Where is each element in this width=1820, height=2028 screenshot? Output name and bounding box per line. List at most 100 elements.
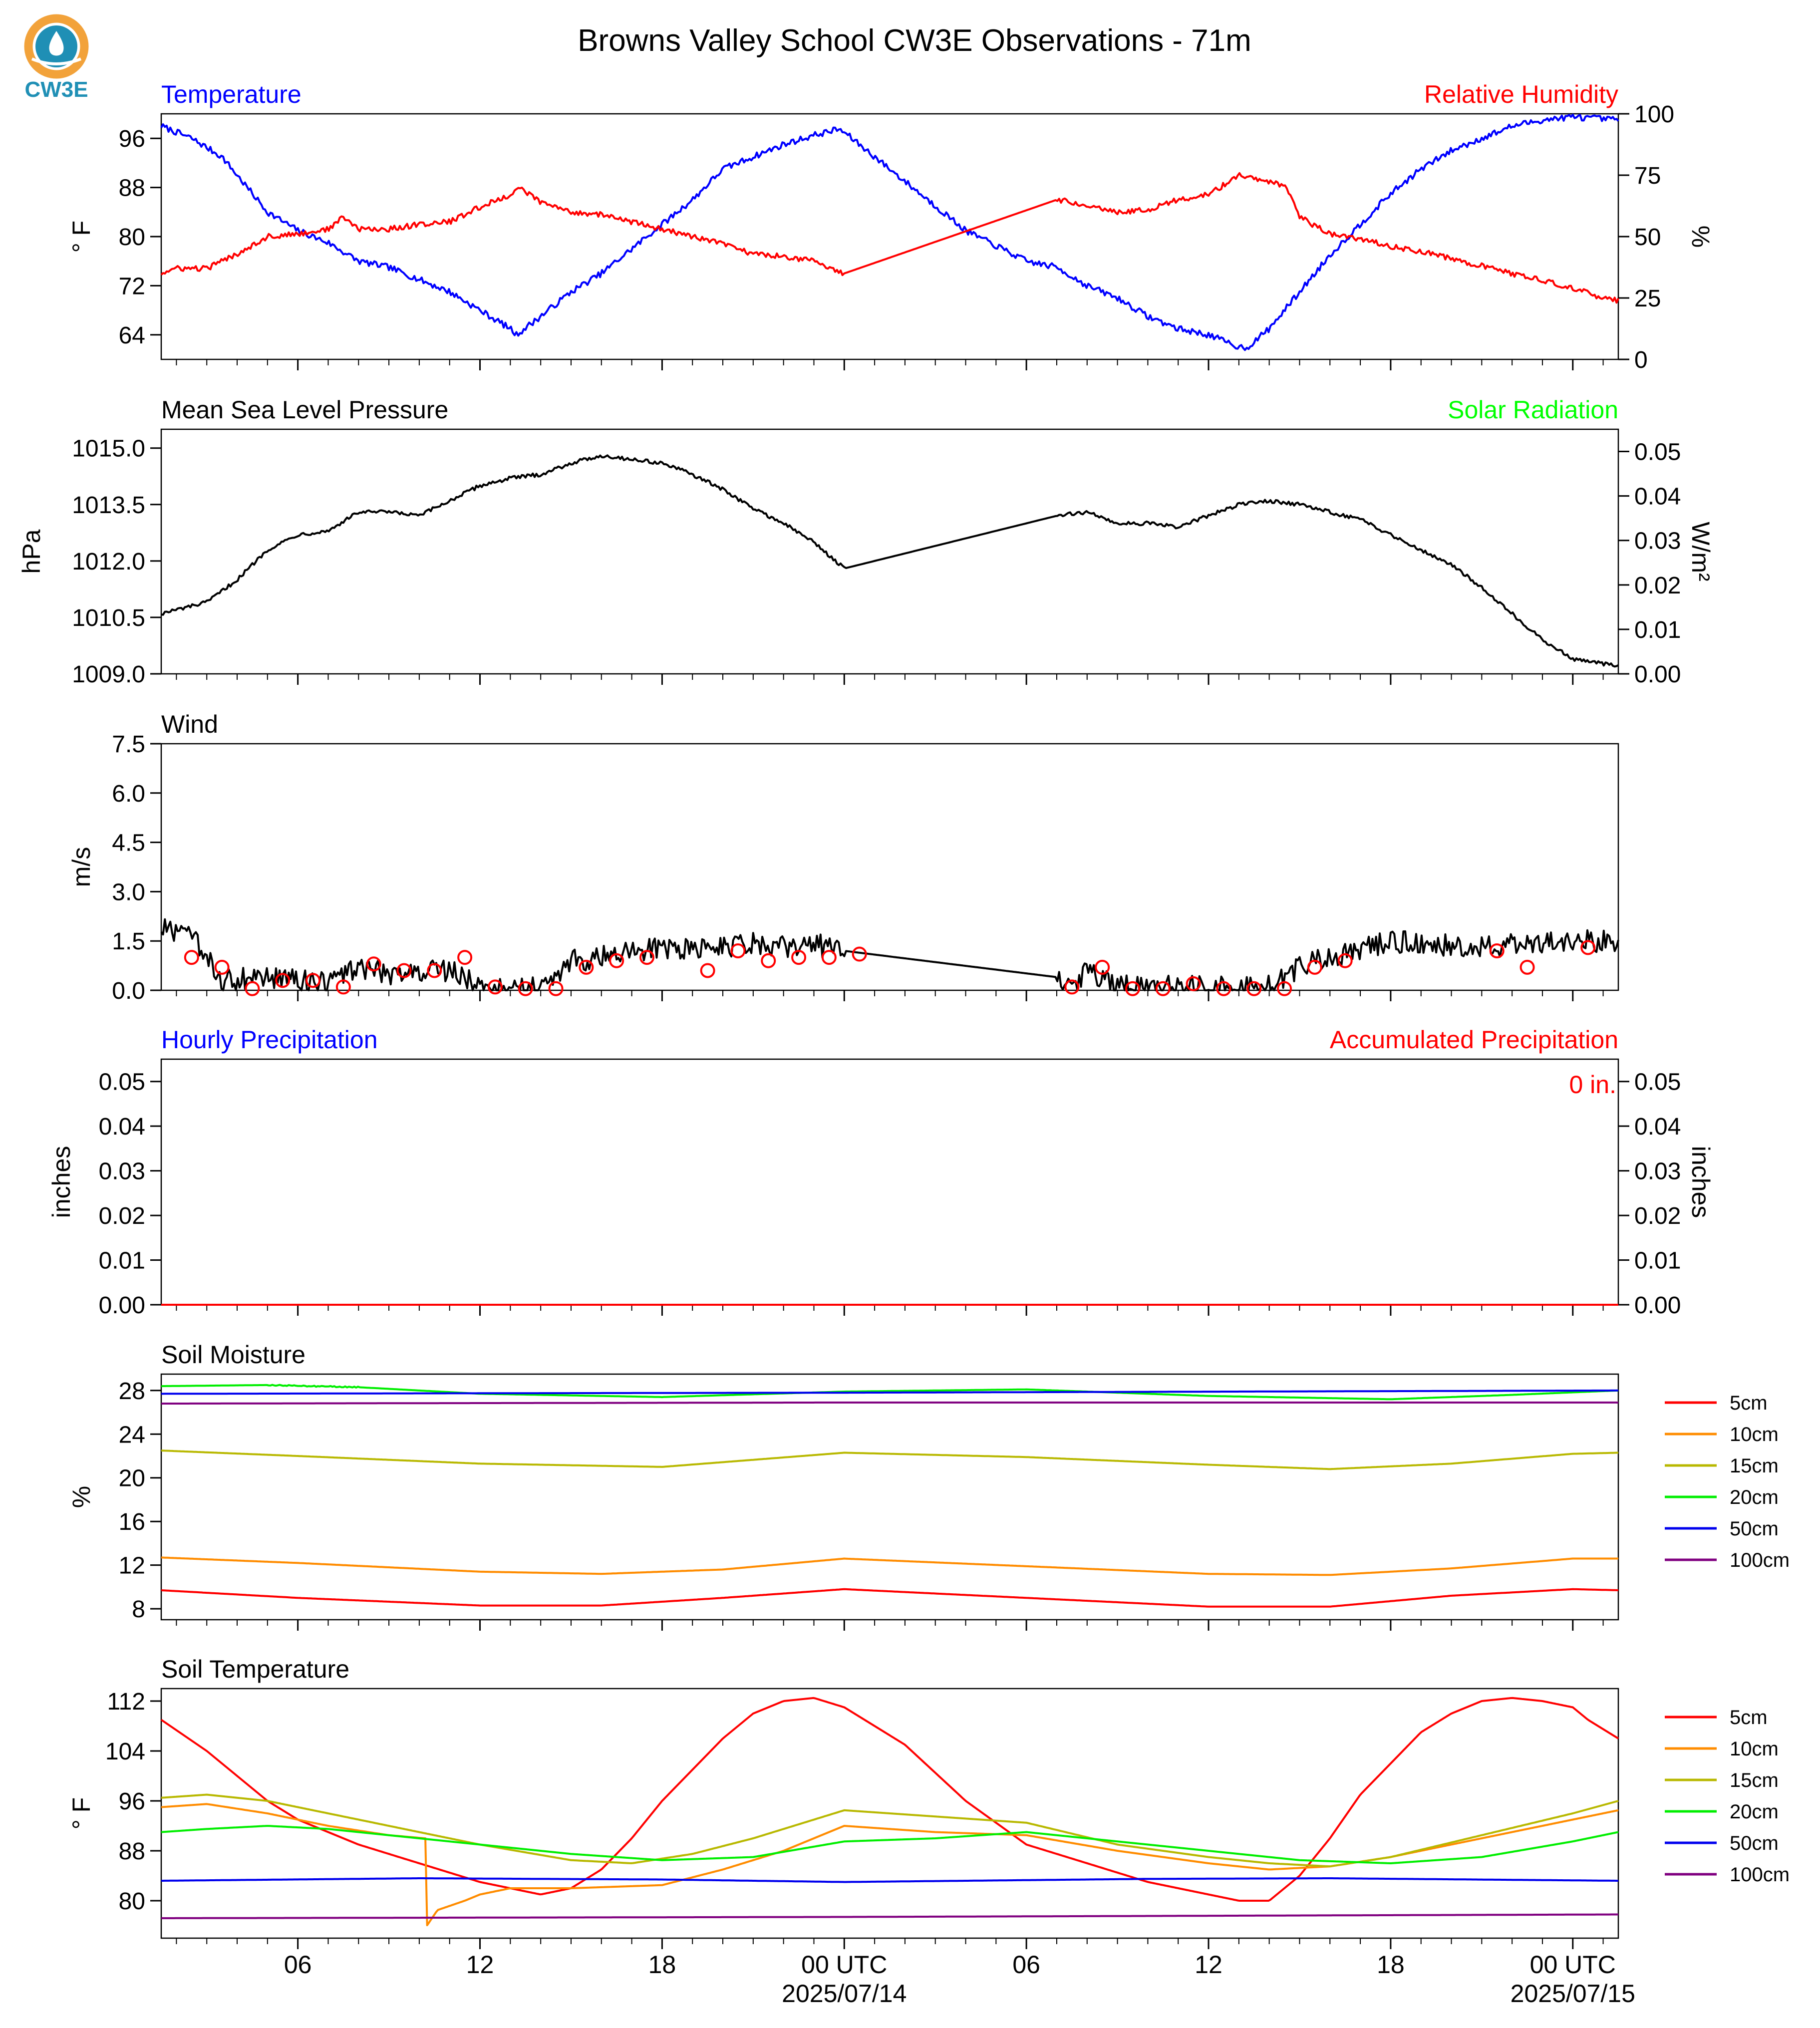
wind-calm-marker: [305, 973, 321, 988]
y-tick-label: 0.04: [99, 1114, 145, 1140]
x-date-label: 2025/07/15: [1511, 1980, 1635, 2008]
y-tick-label: 80: [119, 224, 145, 251]
x-tick-label: 06: [1012, 1951, 1040, 1979]
y-axis-label: inches: [47, 1146, 75, 1218]
series-line-5cm: [161, 1588, 1619, 1608]
y-tick-label: 28: [119, 1378, 145, 1405]
wind-calm-marker: [730, 943, 746, 958]
y-tick-label: 20: [119, 1465, 145, 1492]
cw3e-logo: CW3E: [24, 14, 89, 102]
y-tick-label: 0.05: [99, 1069, 145, 1096]
wind-calm-marker: [1337, 953, 1353, 968]
wind-calm-marker: [1489, 943, 1505, 958]
wind-calm-marker: [821, 950, 837, 965]
wind-calm-marker: [1277, 981, 1292, 996]
y-tick-label: 16: [119, 1509, 145, 1535]
y-tick-label: 64: [119, 322, 145, 349]
panel-title-left: Temperature: [161, 80, 302, 108]
y-tick-label: 12: [119, 1553, 145, 1579]
series-line-100cm: [161, 1913, 1618, 1919]
y-right-tick-label: 0: [1634, 347, 1648, 373]
x-tick-label: 00 UTC: [1530, 1951, 1616, 1979]
wind-calm-marker: [609, 953, 624, 968]
y-right-axis-label: %: [1687, 226, 1715, 248]
x-tick-label: 18: [648, 1951, 676, 1979]
series-line-20cm: [161, 1384, 1619, 1401]
legend-label: 15cm: [1730, 1455, 1779, 1477]
wind-calm-marker: [761, 953, 776, 968]
panel-soil-temp: Soil Temperature 80 88 96 104 112 ° F 5cm 10cm 15…: [67, 1655, 1790, 1949]
accumulated-precip-value: 0 in.: [1569, 1071, 1616, 1099]
series-line-15cm: [161, 1449, 1619, 1470]
panel-title-left: Mean Sea Level Pressure: [161, 396, 448, 424]
y-tick-label: 24: [119, 1422, 145, 1448]
y-axis-label: ° F: [67, 1797, 95, 1829]
panel-title-left: Wind: [161, 710, 218, 738]
legend-label: 15cm: [1730, 1769, 1779, 1791]
y-tick-label: 1015.0: [72, 436, 145, 462]
plot-frame: [160, 1373, 1619, 1621]
wind-calm-marker: [1519, 959, 1535, 975]
plot-frame: [160, 743, 1619, 991]
y-right-tick-label: 0.01: [1634, 1248, 1681, 1274]
y-right-tick-label: 0.05: [1634, 1069, 1681, 1096]
wind-calm-marker: [184, 950, 199, 965]
y-tick-label: 0.01: [99, 1248, 145, 1274]
panel-temp-rh: Temperature Relative Humidity 64 72 80 88 96 0 2…: [67, 80, 1715, 373]
legend-label: 100cm: [1730, 1549, 1790, 1571]
panel-pressure: Mean Sea Level Pressure Solar Radiation 10…: [17, 396, 1715, 688]
wind-calm-marker: [700, 963, 715, 978]
y-right-tick-label: 0.03: [1634, 1159, 1681, 1185]
panel-title-left: Hourly Precipitation: [161, 1026, 378, 1054]
y-right-axis-label: inches: [1687, 1146, 1715, 1218]
series-line-10cm: [161, 1556, 1618, 1576]
legend-label: 5cm: [1730, 1392, 1768, 1414]
x-tick-label: 00 UTC: [801, 1951, 887, 1979]
y-right-tick-label: 0.02: [1634, 1203, 1681, 1229]
wind-calm-marker: [852, 946, 867, 962]
logo-sun-ring: [24, 14, 89, 79]
wind-calm-marker: [1307, 959, 1322, 975]
wind-calm-marker: [579, 959, 594, 975]
series-line-100cm: [161, 1401, 1619, 1405]
y-tick-label: 1013.5: [72, 492, 145, 519]
y-tick-label: 96: [119, 126, 145, 152]
y-tick-label: 72: [119, 273, 145, 299]
legend-label: 50cm: [1730, 1832, 1779, 1854]
series-line-right: [160, 172, 1619, 304]
x-tick-label: 18: [1377, 1951, 1405, 1979]
legend-label: 20cm: [1730, 1801, 1779, 1823]
wind-calm-marker: [1216, 981, 1231, 996]
panel-title-left: Soil Temperature: [161, 1655, 349, 1683]
y-right-tick-label: 0.04: [1634, 1114, 1681, 1140]
series-line-5cm: [160, 1697, 1619, 1902]
wind-calm-marker: [396, 963, 412, 978]
wind-calm-marker: [791, 950, 807, 965]
y-right-tick-label: 0.00: [1634, 1292, 1681, 1319]
y-tick-label: 0.00: [99, 1292, 145, 1319]
wind-calm-marker: [548, 981, 564, 996]
logo-wave-icon: [31, 57, 82, 65]
series-line-50cm: [161, 1877, 1618, 1883]
wind-calm-marker: [1155, 981, 1171, 996]
x-tick-label: 06: [284, 1951, 312, 1979]
plot-frame: [160, 428, 1619, 675]
y-tick-label: 1012.0: [72, 549, 145, 575]
y-tick-label: 1.5: [112, 928, 145, 955]
panel-title-right: Accumulated Precipitation: [1330, 1026, 1618, 1054]
panel-soil-moisture: Soil Moisture 8 12 16 20 24 28% 5cm 10cm 15cm 20cm…: [67, 1341, 1790, 1631]
y-axis-label: ° F: [67, 221, 95, 253]
series-line-20cm: [161, 1825, 1619, 1864]
y-right-tick-label: 0.05: [1634, 439, 1681, 466]
y-right-tick-label: 75: [1634, 163, 1661, 189]
panel-title-left: Soil Moisture: [161, 1341, 305, 1369]
y-right-tick-label: 0.02: [1634, 573, 1681, 599]
x-date-label: 2025/07/14: [782, 1980, 907, 2008]
y-right-tick-label: 0.00: [1634, 661, 1681, 688]
wind-calm-marker: [1580, 940, 1596, 955]
wind-calm-marker: [335, 979, 351, 995]
y-tick-label: 88: [119, 175, 145, 202]
y-axis-label: hPa: [17, 529, 45, 574]
x-tick-label: 12: [466, 1951, 494, 1979]
